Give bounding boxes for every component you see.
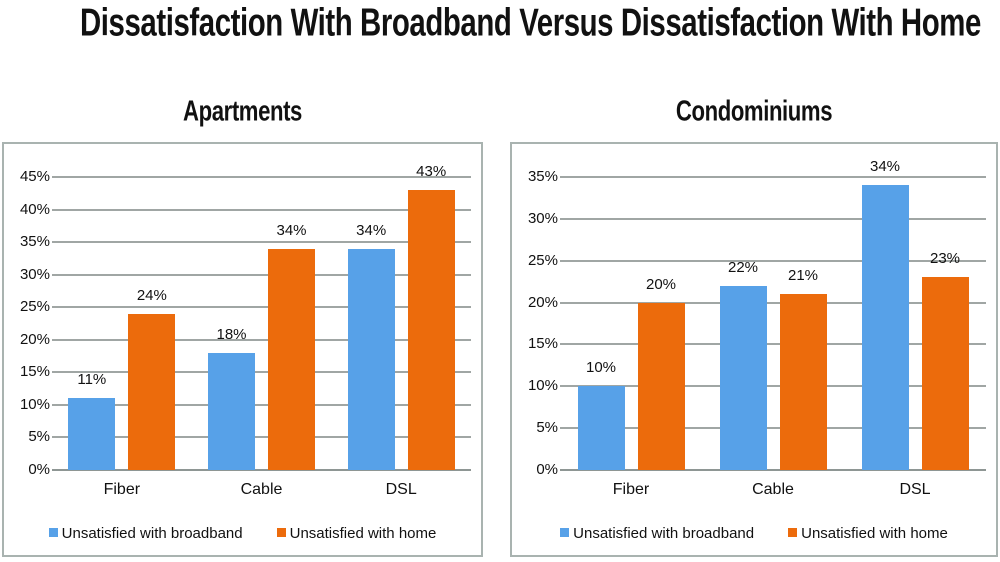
legend-swatch-broadband-icon (560, 527, 570, 537)
legend-label: Unsatisfied with broadband (61, 525, 243, 542)
bar-home-dsl (921, 277, 969, 470)
chart-panel-apartments: 0% 5% 10% 15% 20% 25% 30% 35% 40% 45% 11% 24% Fiber 1… (2, 142, 483, 557)
legend-swatch-broadband-icon (48, 527, 58, 537)
bar-broadband-cable (719, 285, 767, 470)
bar-value-label: 11% (77, 371, 107, 389)
gridline (560, 259, 986, 262)
bar-value-label: 10% (585, 359, 617, 377)
x-axis-category-label: Cable (240, 481, 283, 498)
y-axis-tick-label: 25% (527, 251, 558, 269)
y-axis-tick-label: 35% (527, 168, 558, 185)
legend-item: Unsatisfied with home (788, 525, 948, 543)
page-title: Dissatisfaction With Broadband Versus Di… (80, 1, 981, 45)
bar-value-label: 21% (787, 267, 819, 285)
gridline (560, 217, 986, 220)
x-axis-category-label: Fiber (103, 481, 141, 498)
chart-title-condominiums: Condominiums (675, 95, 833, 127)
y-axis-tick-label: 20% (19, 330, 50, 348)
y-axis-tick-label: 20% (527, 293, 558, 311)
legend-swatch-home-icon (788, 527, 798, 537)
x-axis-category-label: Cable (752, 481, 794, 498)
legend-label: Unsatisfied with home (801, 525, 948, 542)
legend-label: Unsatisfied with broadband (573, 525, 755, 542)
y-axis-tick-label: 5% (28, 428, 50, 446)
gridline (52, 241, 471, 244)
legend-item: Unsatisfied with broadband (560, 525, 754, 543)
y-axis-tick-label: 30% (527, 209, 558, 227)
gridline (560, 427, 986, 430)
x-axis-category-label: DSL (385, 481, 417, 498)
bar-home-cable (779, 294, 827, 470)
chart-panel-condominiums: 0% 5% 10% 15% 20% 25% 30% 35% 10% 20% Fiber 22% 21% C… (510, 142, 998, 557)
x-axis-category-label: DSL (899, 481, 931, 498)
bar-broadband-dsl (861, 185, 909, 470)
y-axis-tick-label: 10% (19, 395, 50, 413)
gridline (52, 273, 471, 276)
x-axis-line (560, 469, 986, 471)
legend: Unsatisfied with broadband Unsatisfied wi… (4, 525, 481, 543)
y-axis-tick-label: 0% (28, 461, 50, 478)
bar-value-label: 34% (869, 158, 901, 176)
bar-home-fiber (637, 302, 685, 470)
bar-broadband-fiber (68, 398, 116, 470)
gridline (560, 176, 986, 178)
bar-value-label: 34% (276, 221, 307, 239)
bar-value-label: 43% (416, 163, 447, 181)
bar-home-fiber (128, 313, 176, 470)
gridline (52, 403, 471, 406)
bar-broadband-cable (208, 352, 255, 470)
bar-home-cable (268, 248, 315, 470)
bar-value-label: 20% (645, 275, 677, 293)
gridline (52, 176, 471, 178)
bar-value-label: 23% (929, 250, 961, 268)
gridline (560, 343, 986, 346)
x-axis-line (52, 469, 471, 471)
legend-label: Unsatisfied with home (289, 525, 437, 542)
x-axis-category-label: Fiber (612, 481, 650, 498)
y-axis-tick-label: 10% (527, 377, 558, 395)
y-axis-tick-label: 25% (19, 298, 50, 316)
bar-value-label: 18% (216, 325, 247, 343)
gridline (560, 301, 986, 304)
y-axis-tick-label: 45% (19, 168, 50, 185)
chart-title-apartments: Apartments (183, 95, 302, 127)
gridline (560, 385, 986, 388)
bar-value-label: 34% (356, 221, 387, 239)
y-axis-tick-label: 15% (19, 363, 50, 381)
y-axis-tick-label: 40% (19, 200, 50, 218)
y-axis-tick-label: 5% (536, 419, 558, 437)
y-axis-tick-label: 30% (19, 265, 50, 283)
legend: Unsatisfied with broadband Unsatisfied wi… (512, 525, 996, 543)
y-axis-tick-label: 15% (527, 335, 558, 353)
legend-item: Unsatisfied with broadband (48, 525, 243, 543)
gridline (52, 436, 471, 439)
bar-broadband-dsl (347, 248, 395, 470)
legend-item: Unsatisfied with home (276, 525, 437, 543)
gridline (52, 338, 471, 341)
gridline (52, 371, 471, 374)
legend-swatch-home-icon (276, 527, 286, 537)
bar-home-dsl (407, 190, 455, 470)
y-axis-tick-label: 35% (19, 233, 50, 251)
gridline (52, 208, 471, 211)
bar-value-label: 22% (727, 258, 759, 276)
y-axis-tick-label: 0% (536, 461, 558, 478)
bar-value-label: 24% (136, 286, 167, 304)
bar-broadband-fiber (577, 386, 625, 470)
gridline (52, 306, 471, 309)
